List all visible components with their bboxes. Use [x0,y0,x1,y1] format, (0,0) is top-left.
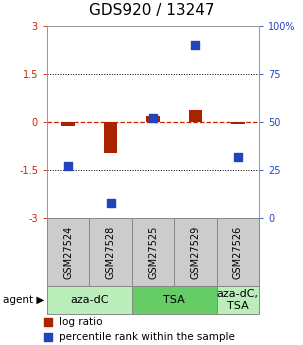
Text: GSM27524: GSM27524 [63,225,73,279]
Bar [132,286,217,314]
Bar [89,218,132,286]
Point [193,42,198,48]
Bar [104,122,117,152]
Bar [231,122,245,125]
Bar [174,218,217,286]
Bar [62,122,75,126]
Text: aza-dC: aza-dC [70,295,109,305]
Point [151,116,155,121]
Text: percentile rank within the sample: percentile rank within the sample [59,332,235,342]
Bar [132,218,174,286]
Bar [217,286,259,314]
Point [45,319,50,325]
Bar [189,110,202,122]
Point [108,200,113,206]
Text: agent ▶: agent ▶ [2,295,44,305]
Text: aza-dC,
TSA: aza-dC, TSA [217,289,259,311]
Bar [217,218,259,286]
Text: GSM27526: GSM27526 [233,225,243,279]
Text: log ratio: log ratio [59,317,102,327]
Bar [146,116,160,122]
Text: GSM27525: GSM27525 [148,225,158,279]
Point [235,154,240,159]
Point [66,164,71,169]
Bar [47,286,132,314]
Point [45,334,50,339]
Text: GDS920 / 13247: GDS920 / 13247 [89,3,214,18]
Bar [47,218,89,286]
Text: GSM27528: GSM27528 [105,225,116,279]
Text: GSM27529: GSM27529 [190,225,201,279]
Text: TSA: TSA [163,295,185,305]
